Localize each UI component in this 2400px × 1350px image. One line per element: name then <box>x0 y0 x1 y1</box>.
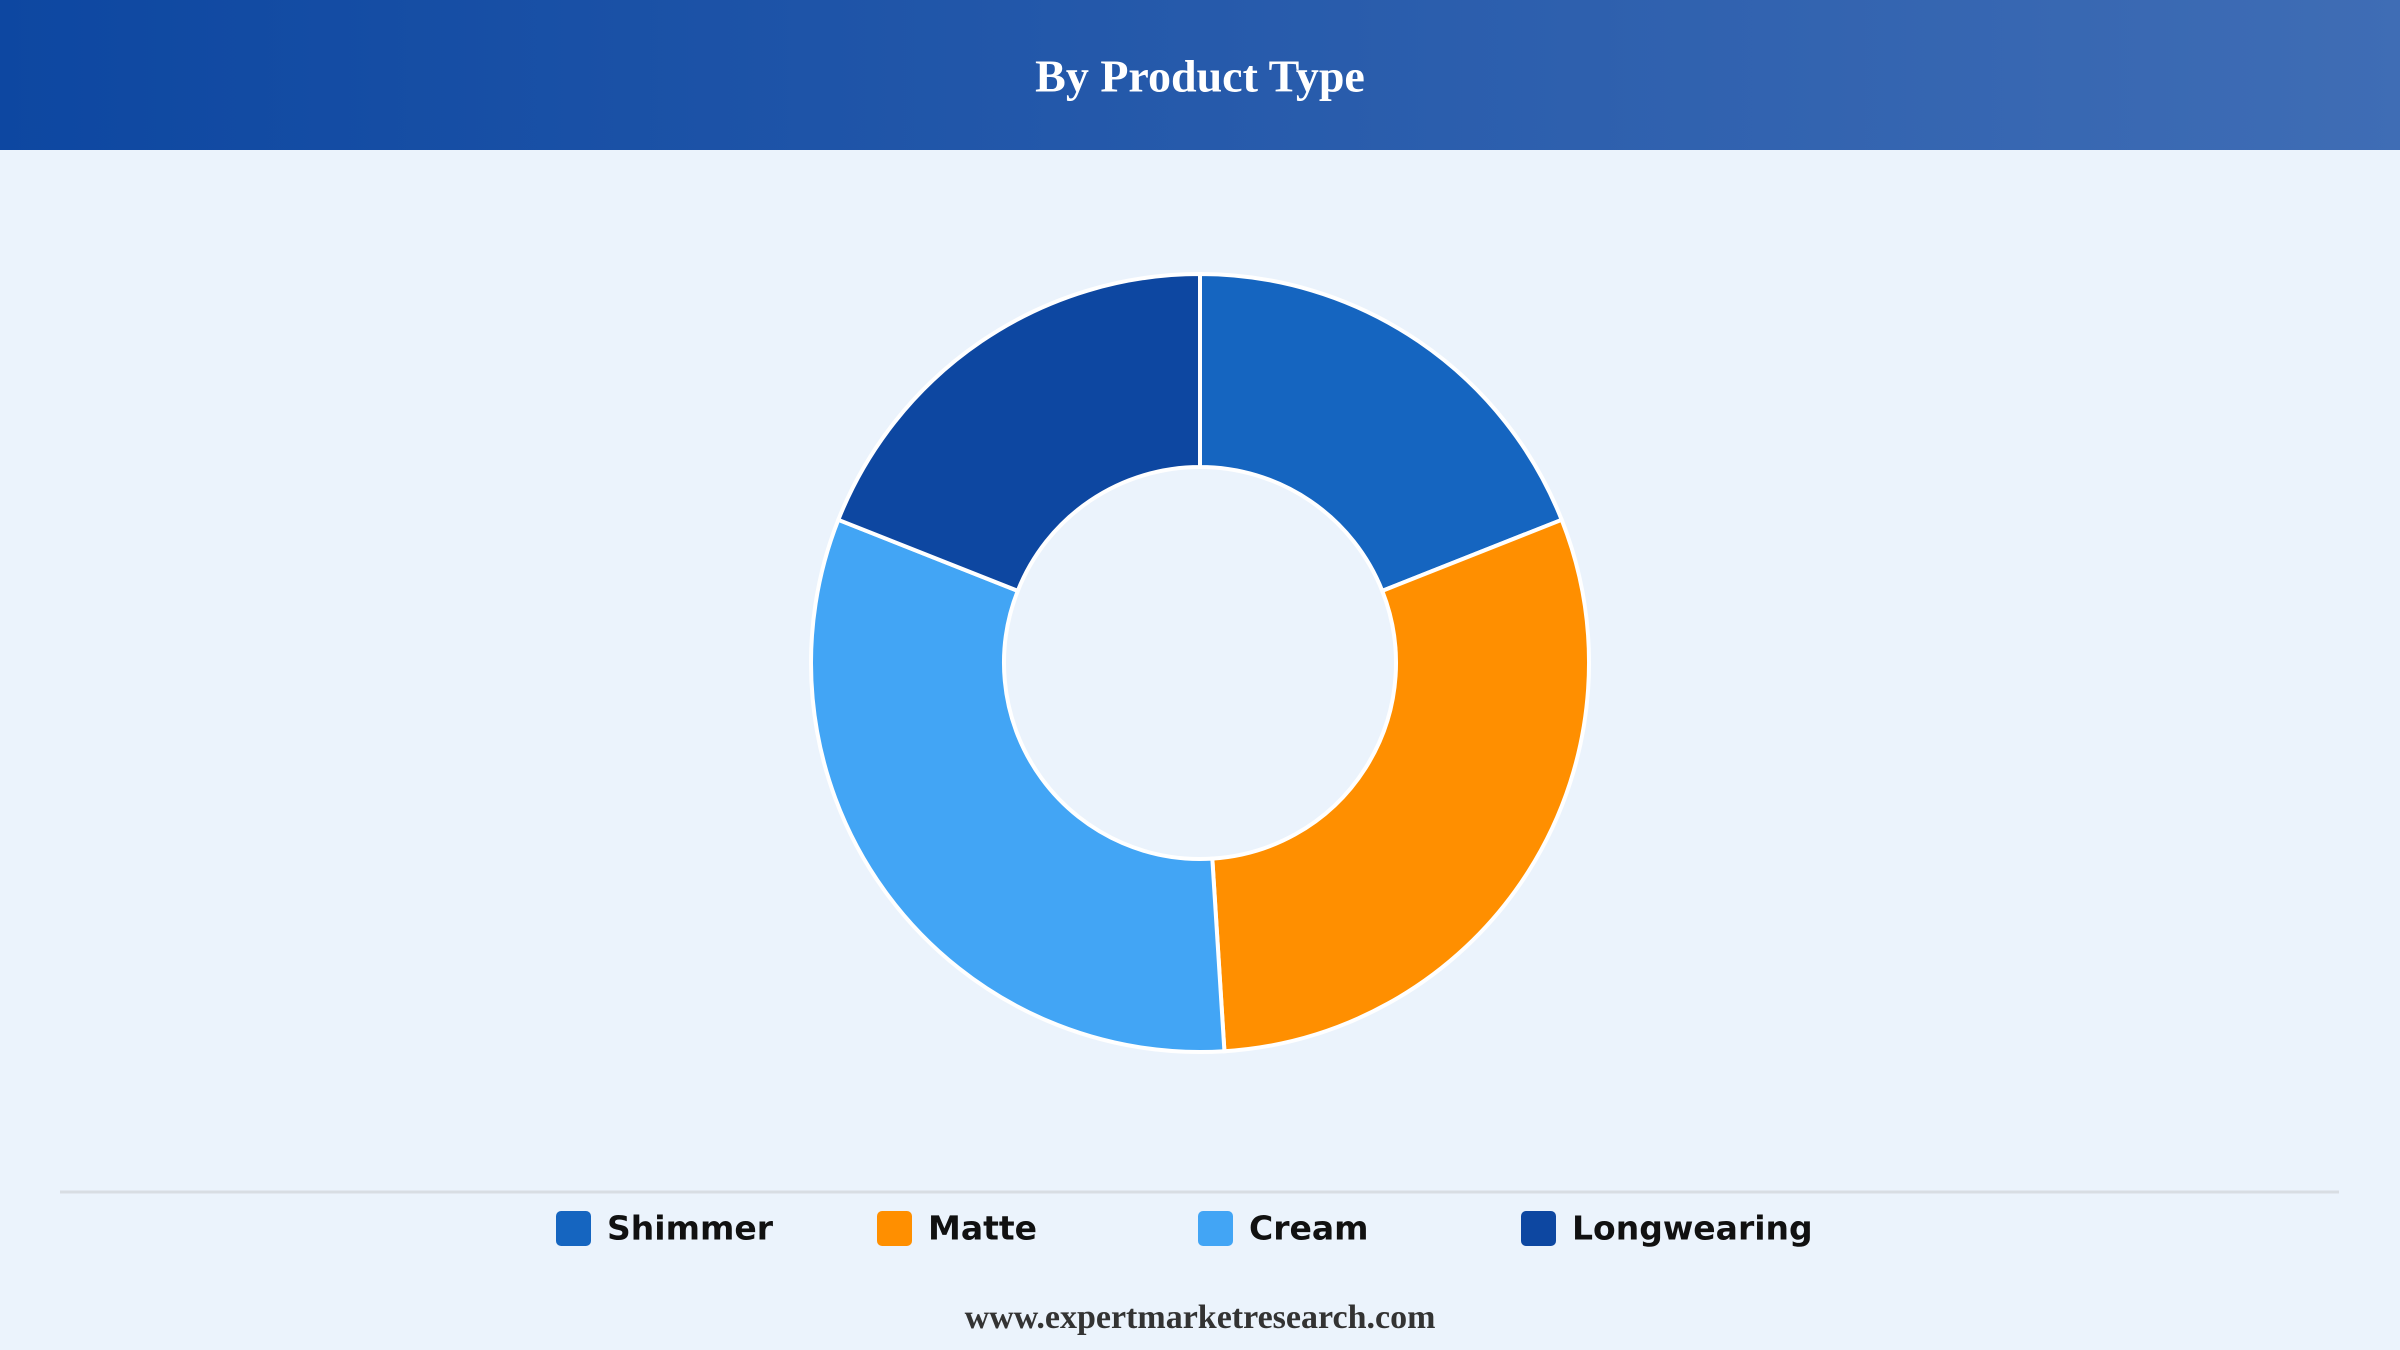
legend-label: Cream <box>1249 1209 1369 1248</box>
donut-slice <box>1198 271 1565 594</box>
legend-label: Shimmer <box>607 1209 774 1248</box>
source-text: www.expertmarketresearch.com <box>965 1299 1436 1336</box>
chart-title: By Product Type <box>1035 51 1365 102</box>
legend-swatch <box>1198 1211 1233 1246</box>
header-bar <box>0 0 2400 150</box>
donut-slice <box>809 517 1227 1054</box>
legend: Shimmer Matte Cream Longwearing <box>556 1209 1813 1248</box>
donut-slice <box>835 271 1202 594</box>
legend-label: Matte <box>928 1209 1037 1248</box>
legend-swatch <box>877 1211 912 1246</box>
legend-swatch <box>1521 1211 1556 1246</box>
donut-slice <box>1210 517 1591 1054</box>
legend-swatch <box>556 1211 591 1246</box>
donut <box>809 271 1591 1054</box>
legend-label: Longwearing <box>1572 1209 1813 1248</box>
